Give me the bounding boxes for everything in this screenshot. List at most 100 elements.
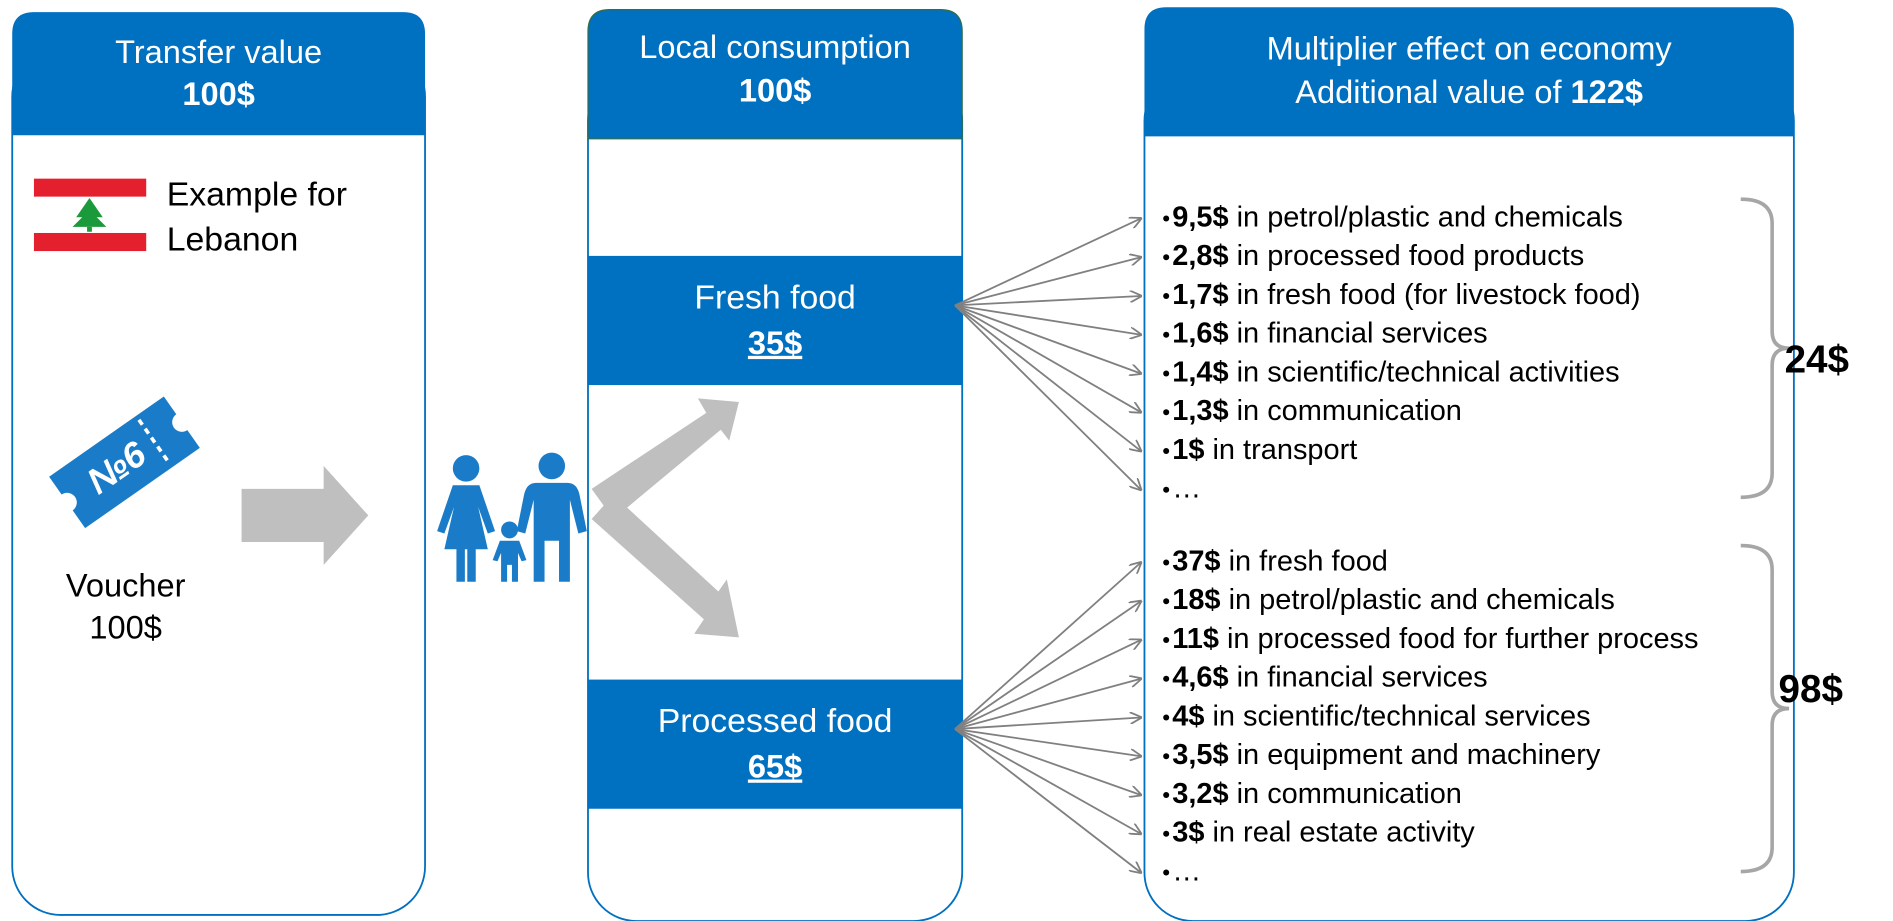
column-header	[12, 12, 426, 136]
list-item: 37$ in fresh food	[1172, 545, 1388, 577]
bullet	[1163, 486, 1170, 493]
list-item: …	[1172, 472, 1201, 504]
flow-line	[954, 304, 1141, 334]
flag-caption: Example for	[167, 176, 347, 214]
column-header	[1144, 7, 1794, 137]
flow-line	[954, 679, 1141, 730]
item-amount: 1,4$	[1172, 356, 1228, 388]
item-amount: 3,2$	[1172, 778, 1228, 810]
item-text: in processed food products	[1229, 240, 1585, 272]
item-text: in petrol/plastic and chemicals	[1221, 584, 1615, 616]
list-item: 1,7$ in fresh food (for livestock food)	[1172, 279, 1640, 311]
header-amount: 100$	[182, 75, 254, 112]
header-amount: 100$	[739, 72, 811, 109]
food-box	[587, 255, 963, 386]
bullet	[1163, 830, 1170, 837]
item-amount: 1$	[1172, 434, 1204, 466]
item-amount: 11$	[1172, 623, 1219, 655]
flag-caption: Lebanon	[167, 220, 299, 258]
flow-line	[954, 562, 1141, 730]
item-text: in communication	[1229, 778, 1462, 810]
item-text: in scientific/technical services	[1204, 700, 1590, 732]
bullet	[1163, 447, 1170, 454]
voucher-label: Voucher	[66, 566, 186, 603]
item-text: in financial services	[1229, 317, 1488, 349]
flag	[33, 178, 147, 252]
list-item: 4$ in scientific/technical services	[1172, 700, 1590, 732]
item-amount: 3,5$	[1172, 739, 1228, 771]
item-text: in equipment and machinery	[1229, 739, 1601, 771]
voucher-amount: 100$	[89, 609, 161, 646]
brace	[1740, 543, 1790, 874]
list-item: 3,2$ in communication	[1172, 778, 1462, 810]
header-title: Local consumption	[639, 28, 911, 65]
list-item: 2,8$ in processed food products	[1172, 240, 1584, 272]
list-item: 18$ in petrol/plastic and chemicals	[1172, 584, 1615, 616]
item-text: in fresh food	[1221, 545, 1388, 577]
list-item: 1$ in transport	[1172, 434, 1357, 466]
bullet	[1163, 254, 1170, 261]
item-amount: 37$	[1172, 545, 1220, 577]
flow-line	[954, 304, 1141, 373]
group-total: 24$	[1785, 338, 1849, 381]
list-item: 9,5$ in petrol/plastic and chemicals	[1172, 201, 1623, 233]
flow-line	[954, 257, 1141, 307]
item-text: in processed food for further process	[1219, 623, 1699, 655]
bullet	[1163, 331, 1170, 338]
list-item: …	[1172, 855, 1201, 887]
flow-line	[954, 728, 1141, 834]
list-item: 3$ in real estate activity	[1172, 816, 1475, 848]
bullet	[1163, 791, 1170, 798]
brace	[1740, 197, 1790, 500]
list-item: 1,3$ in communication	[1172, 395, 1462, 427]
flow-line	[954, 640, 1141, 730]
item-amount: 18$	[1172, 584, 1220, 616]
food-amount: 35$	[748, 324, 802, 361]
food-amount: 65$	[748, 748, 802, 785]
bullet	[1163, 370, 1170, 377]
bullet	[1163, 598, 1170, 605]
flow-line	[954, 218, 1141, 307]
subtitle-prefix: Additional value of	[1295, 73, 1570, 110]
header-title: Multiplier effect on economy	[1267, 29, 1673, 66]
bullet	[1163, 292, 1170, 299]
split-arrow	[591, 398, 739, 520]
flow-line	[954, 304, 1141, 412]
list-item: 1,4$ in scientific/technical activities	[1172, 356, 1619, 388]
header-title: Transfer value	[115, 33, 322, 70]
flow-line	[954, 728, 1141, 795]
column-header	[587, 9, 963, 140]
bullet	[1163, 714, 1170, 721]
flow-line	[954, 304, 1141, 451]
subtitle-amount: 122$	[1571, 73, 1643, 110]
flow-line	[954, 304, 1141, 489]
family-icon	[437, 452, 587, 582]
item-amount: 4$	[1172, 700, 1204, 732]
split-arrow	[591, 494, 739, 638]
bullet	[1163, 636, 1170, 644]
bullet	[1163, 215, 1170, 222]
bullet	[1163, 409, 1170, 416]
list-item: 1,6$ in financial services	[1172, 317, 1487, 349]
item-text: in communication	[1229, 395, 1462, 427]
item-amount: 1,3$	[1172, 395, 1228, 427]
item-amount: 1,6$	[1172, 317, 1228, 349]
bullet	[1163, 675, 1170, 682]
list-item: 4,6$ in financial services	[1172, 661, 1487, 693]
item-text: …	[1172, 472, 1201, 504]
item-text: in scientific/technical activities	[1229, 356, 1620, 388]
item-amount: 9,5$	[1172, 201, 1228, 233]
flow-line	[954, 717, 1141, 730]
bullet	[1163, 869, 1170, 876]
flow-line	[954, 601, 1141, 730]
item-text: in transport	[1204, 434, 1357, 466]
bullet	[1163, 559, 1170, 566]
flow-line	[954, 728, 1141, 756]
item-text: in petrol/plastic and chemicals	[1229, 201, 1623, 233]
food-box	[587, 679, 963, 809]
flow-line	[954, 728, 1141, 872]
item-text: in real estate activity	[1204, 816, 1475, 848]
item-text: in financial services	[1229, 661, 1488, 693]
